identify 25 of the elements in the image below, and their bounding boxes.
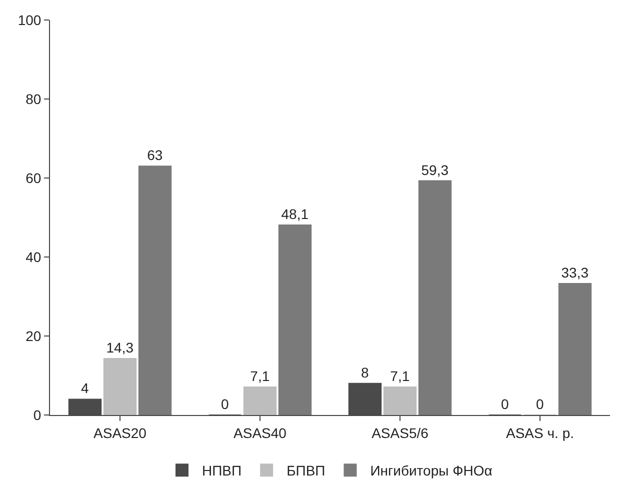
y-tick-label: 100 xyxy=(18,12,42,28)
data-label: 48,1 xyxy=(281,206,309,222)
legend-label: БПВП xyxy=(286,462,326,479)
data-label: 8 xyxy=(361,364,369,380)
y-tick-label: 20 xyxy=(26,328,42,344)
x-tick-label: ASAS40 xyxy=(234,424,287,441)
y-tick-label: 0 xyxy=(33,406,42,423)
data-label: 0 xyxy=(501,396,509,412)
data-label: 0 xyxy=(221,396,229,412)
data-label: 7,1 xyxy=(250,368,270,384)
data-label: 7,1 xyxy=(390,368,410,384)
legend-label: НПВП xyxy=(202,462,242,479)
data-label: 59,3 xyxy=(421,162,449,178)
x-tick-label: ASAS5/6 xyxy=(372,424,429,441)
x-tick-label: ASAS ч. р. xyxy=(506,424,574,441)
x-tick-label: ASAS20 xyxy=(94,424,147,441)
data-label: 0 xyxy=(536,396,544,412)
legend-label: Ингибиторы ФНОα xyxy=(370,462,492,479)
y-tick-label: 40 xyxy=(26,248,42,265)
y-tick-label: 80 xyxy=(26,90,42,107)
data-label: 63 xyxy=(147,147,163,164)
data-label: 33,3 xyxy=(561,264,589,280)
data-label: 4 xyxy=(81,380,89,396)
data-label: 14,3 xyxy=(106,340,134,356)
y-tick-label: 60 xyxy=(26,170,42,186)
